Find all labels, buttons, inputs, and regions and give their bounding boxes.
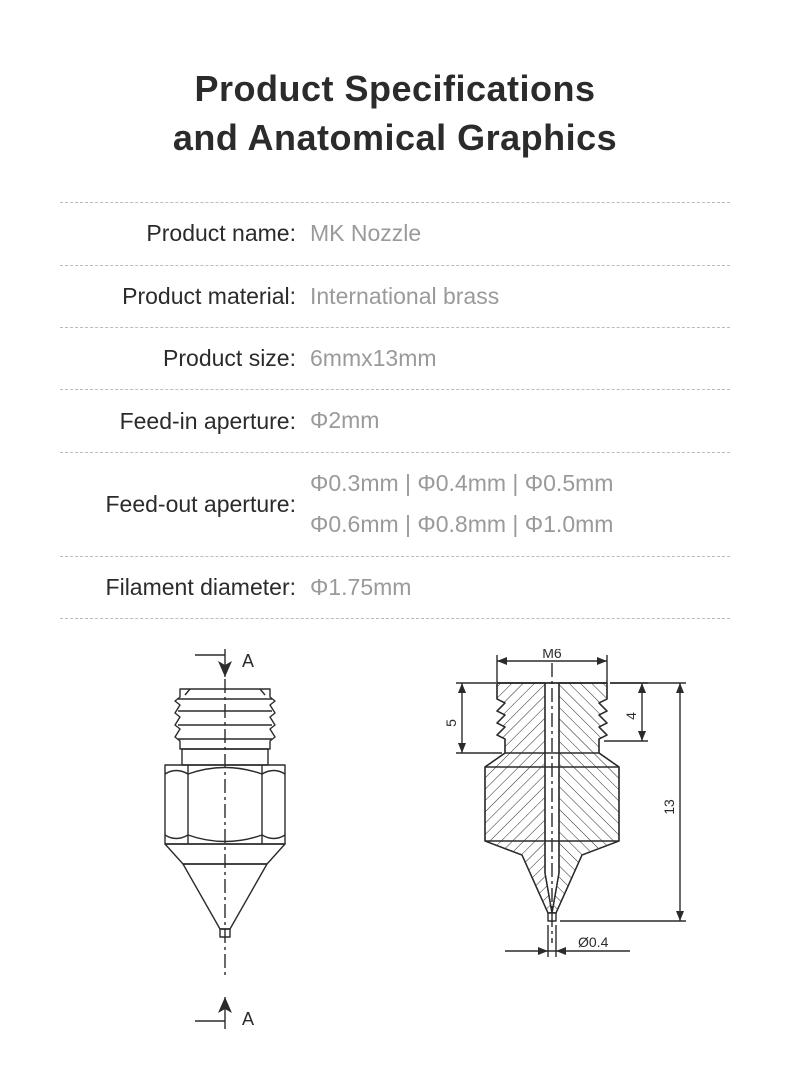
diagram-area: A [60, 649, 730, 1029]
page-title: Product Specifications and Anatomical Gr… [60, 65, 730, 162]
spec-value: Φ0.3mm | Φ0.4mm | Φ0.5mmΦ0.6mm | Φ0.8mm … [310, 463, 730, 546]
spec-label: Product material: [60, 283, 310, 310]
dim-right-inner: 4 [623, 712, 639, 720]
spec-row: Product name: MK Nozzle [60, 202, 730, 264]
spec-row: Feed-out aperture: Φ0.3mm | Φ0.4mm | Φ0.… [60, 452, 730, 556]
section-label-bottom: A [242, 1009, 254, 1029]
title-line-2: and Anatomical Graphics [173, 117, 617, 158]
spec-value: Φ1.75mm [310, 567, 730, 608]
spec-row: Filament diameter: Φ1.75mm [60, 556, 730, 619]
spec-label: Feed-out aperture: [60, 491, 310, 518]
dim-right-outer: 13 [661, 799, 677, 815]
spec-sheet: Product Specifications and Anatomical Gr… [0, 0, 790, 1080]
title-line-1: Product Specifications [194, 68, 595, 109]
spec-row: Product material: International brass [60, 265, 730, 327]
dim-left: 5 [443, 719, 459, 727]
section-label-top: A [242, 651, 254, 671]
spec-row: Product size: 6mmx13mm [60, 327, 730, 389]
dim-top: M6 [542, 649, 562, 661]
spec-label: Product size: [60, 345, 310, 372]
spec-row: Feed-in aperture: Φ2mm [60, 389, 730, 451]
spec-value: Φ2mm [310, 400, 730, 441]
spec-value: MK Nozzle [310, 213, 730, 254]
spec-value: International brass [310, 276, 730, 317]
spec-value: 6mmx13mm [310, 338, 730, 379]
nozzle-section-diagram: M6 [410, 649, 720, 1029]
spec-label: Feed-in aperture: [60, 408, 310, 435]
spec-label: Product name: [60, 220, 310, 247]
spec-label: Filament diameter: [60, 574, 310, 601]
spec-table: Product name: MK Nozzle Product material… [60, 202, 730, 619]
dim-bottom: Ø0.4 [578, 934, 609, 950]
nozzle-external-diagram: A [70, 649, 380, 1029]
